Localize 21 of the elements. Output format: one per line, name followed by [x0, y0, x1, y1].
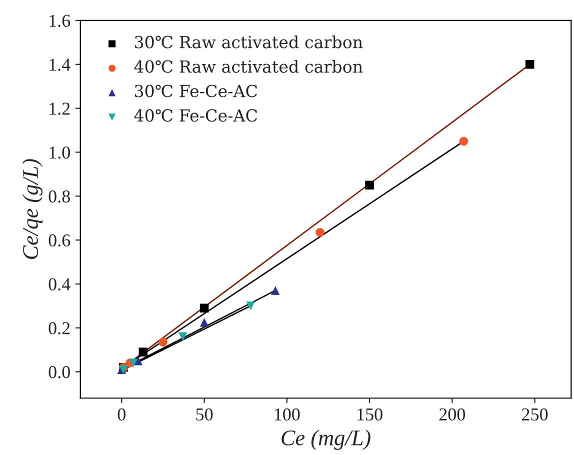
x-tick-label: 100 — [274, 408, 300, 421]
y-tick-label: 0.2 — [48, 322, 70, 334]
y-tick-label: 0.8 — [48, 190, 70, 203]
y-tick-label: 0.6 — [48, 234, 70, 247]
y-tick-label: 0.4 — [48, 278, 70, 290]
y-tick-label: 0.0 — [48, 366, 70, 378]
y-tick-label: 1.2 — [50, 102, 70, 115]
x-tick-label: 50 — [196, 408, 213, 421]
x-tick-label: 0 — [118, 408, 126, 421]
x-axis-title: Ce (mg/L) — [282, 430, 370, 450]
legend-label: 30℃ Fe-Ce-AC — [134, 84, 258, 98]
legend-label: 30℃ Raw activated carbon — [134, 35, 363, 48]
y-tick-label: 1.6 — [50, 14, 70, 27]
y-tick-label: 1.4 — [50, 58, 70, 71]
x-tick-label: 200 — [439, 408, 466, 421]
y-axis-title: Ce/qe (g/L) — [22, 159, 43, 259]
legend-label: 40℃ Fe-Ce-AC — [134, 109, 258, 122]
y-tick-label: 1.0 — [50, 146, 70, 159]
x-tick-label: 150 — [358, 408, 382, 421]
x-tick-label: 250 — [522, 408, 548, 421]
legend-label: 40℃ Raw activated carbon — [134, 60, 363, 73]
